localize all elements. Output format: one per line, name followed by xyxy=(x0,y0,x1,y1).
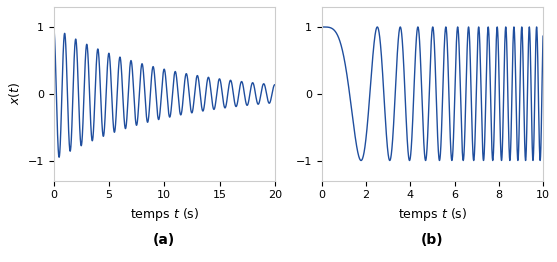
Y-axis label: $x(t)$: $x(t)$ xyxy=(7,82,22,105)
Text: (a): (a) xyxy=(153,233,175,247)
X-axis label: temps $t$ (s): temps $t$ (s) xyxy=(130,206,199,223)
Text: (b): (b) xyxy=(421,233,444,247)
X-axis label: temps $t$ (s): temps $t$ (s) xyxy=(398,206,467,223)
